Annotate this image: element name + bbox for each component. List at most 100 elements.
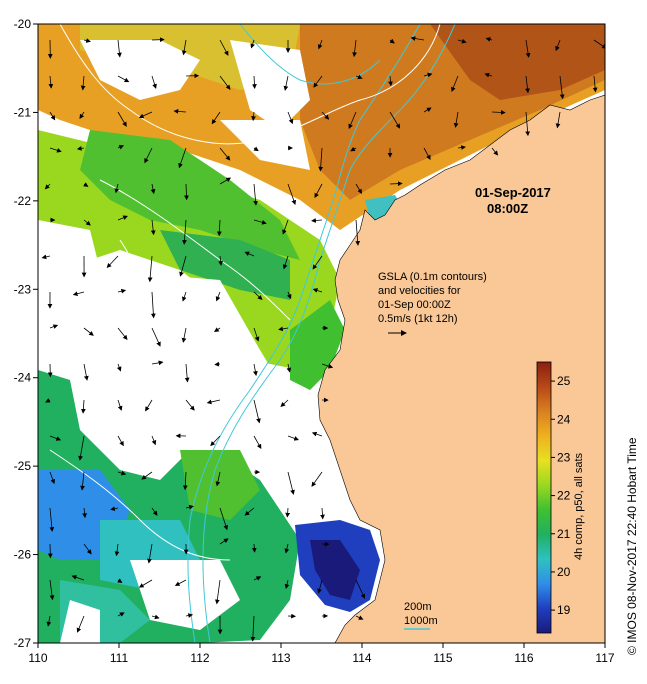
velocity-arrow bbox=[410, 36, 425, 41]
velocity-arrow bbox=[117, 75, 130, 83]
velocity-arrow bbox=[117, 435, 124, 447]
y-tick-label: -24 bbox=[14, 371, 32, 385]
velocity-arrow bbox=[555, 39, 561, 52]
velocity-arrow bbox=[350, 146, 357, 152]
velocity-arrow bbox=[214, 327, 221, 333]
velocity-arrow bbox=[145, 399, 153, 412]
velocity-arrow bbox=[219, 75, 231, 90]
velocity-arrow bbox=[253, 146, 259, 152]
velocity-arrow bbox=[117, 111, 127, 127]
x-tick-label: 116 bbox=[514, 651, 533, 665]
velocity-arrow bbox=[451, 75, 459, 92]
velocity-arrow bbox=[219, 507, 229, 531]
velocity-arrow bbox=[251, 111, 256, 122]
x-tick-label: 111 bbox=[110, 651, 129, 665]
colorbar-tick-label: 24 bbox=[557, 412, 571, 426]
velocity-arrow bbox=[147, 255, 153, 283]
velocity-arrow bbox=[253, 399, 261, 424]
velocity-arrow bbox=[49, 324, 59, 329]
velocity-arrow bbox=[78, 435, 85, 461]
gsla-line-3: 01-Sep 00:00Z bbox=[378, 299, 451, 311]
velocity-arrow bbox=[253, 183, 258, 206]
y-tick-label: -26 bbox=[14, 548, 32, 562]
velocity-arrow bbox=[423, 72, 433, 78]
velocity-arrow bbox=[76, 615, 85, 633]
velocity-arrow bbox=[214, 579, 221, 605]
velocity-arrow bbox=[117, 327, 128, 341]
velocity-arrow bbox=[317, 39, 323, 50]
velocity-arrow bbox=[184, 183, 189, 201]
velocity-arrow bbox=[151, 614, 160, 620]
velocity-arrow bbox=[82, 507, 87, 519]
colorbar: 19 20 21 22 23 24 25 4h comp, p50, all sats bbox=[536, 361, 585, 634]
velocity-arrow bbox=[182, 471, 188, 491]
gsla-line-2: and velocities for bbox=[378, 285, 461, 297]
velocity-arrow bbox=[280, 399, 289, 407]
velocity-arrow bbox=[253, 363, 258, 377]
velocity-arrow bbox=[151, 435, 157, 446]
velocity-arrow bbox=[283, 75, 289, 91]
velocity-arrow bbox=[282, 255, 289, 270]
velocity-arrow bbox=[181, 291, 187, 302]
velocity-arrow bbox=[76, 145, 85, 151]
velocity-arrow bbox=[185, 504, 194, 510]
y-axis: -20 -21 -22 -23 -24 -25 -26 -27 bbox=[14, 17, 38, 650]
velocity-arrow bbox=[253, 576, 262, 581]
velocity-arrow bbox=[210, 435, 221, 447]
velocity-arrow bbox=[559, 75, 565, 100]
velocity-arrow bbox=[83, 363, 89, 381]
velocity-arrow bbox=[311, 218, 323, 223]
depth-label-1000: 1000m bbox=[404, 615, 438, 627]
velocity-arrow bbox=[219, 147, 231, 161]
sst-field bbox=[38, 24, 605, 643]
velocity-arrow bbox=[83, 327, 94, 336]
velocity-arrow bbox=[278, 326, 289, 332]
velocity-arrow bbox=[215, 471, 221, 487]
velocity-arrow bbox=[138, 111, 153, 119]
y-tick-label: -25 bbox=[14, 459, 32, 473]
velocity-arrow bbox=[106, 255, 119, 269]
velocity-arrow bbox=[182, 219, 187, 245]
velocity-arrow bbox=[44, 183, 51, 190]
velocity-arrow bbox=[72, 291, 85, 297]
y-tick-label: -27 bbox=[14, 636, 32, 650]
velocity-arrow bbox=[355, 579, 366, 599]
colorbar-tick-label: 21 bbox=[557, 527, 571, 541]
x-tick-label: 117 bbox=[595, 651, 614, 665]
x-tick-label: 112 bbox=[190, 651, 209, 665]
velocity-arrow bbox=[117, 288, 127, 294]
colorbar-tick-label: 23 bbox=[557, 450, 571, 464]
velocity-arrow bbox=[491, 147, 499, 156]
velocity-arrow bbox=[484, 72, 493, 78]
y-tick-label: -21 bbox=[14, 105, 32, 119]
velocity-arrow bbox=[174, 579, 187, 586]
velocity-arrow bbox=[491, 110, 506, 115]
velocity-arrow bbox=[45, 398, 51, 403]
velocity-arrow bbox=[253, 291, 263, 301]
velocity-arrow bbox=[311, 431, 323, 437]
x-tick-label: 113 bbox=[271, 651, 290, 665]
velocity-arrow bbox=[184, 363, 190, 383]
velocity-arrow bbox=[147, 543, 153, 564]
velocity-arrow bbox=[311, 471, 323, 487]
velocity-arrow bbox=[46, 615, 52, 627]
velocity-arrow bbox=[151, 327, 161, 347]
velocity-arrow bbox=[314, 183, 323, 199]
velocity-arrow bbox=[287, 435, 299, 441]
velocity-arrow bbox=[250, 615, 256, 642]
velocity-arrow bbox=[117, 145, 124, 150]
velocity-arrow bbox=[253, 219, 267, 225]
velocity-arrow bbox=[214, 361, 221, 367]
velocity-arrow bbox=[144, 147, 153, 164]
depth-label-200: 200m bbox=[404, 601, 432, 613]
velocity-arrow bbox=[252, 75, 257, 89]
velocity-arrow bbox=[525, 111, 531, 137]
velocity-arrow bbox=[352, 39, 357, 58]
velocity-arrow bbox=[151, 507, 158, 516]
velocity-arrow bbox=[117, 578, 123, 583]
velocity-arrow bbox=[423, 147, 431, 161]
velocity-arrow bbox=[219, 177, 232, 185]
velocity-arrow bbox=[206, 399, 221, 405]
velocity-arrow bbox=[218, 255, 223, 266]
